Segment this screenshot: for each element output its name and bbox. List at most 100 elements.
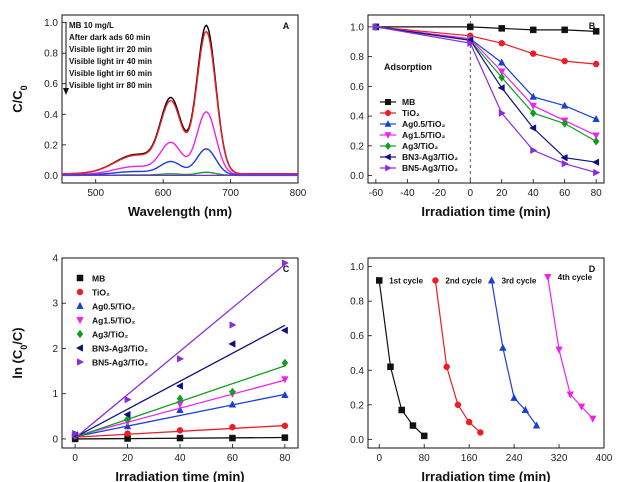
cycle-label: 3rd cycle [502,276,537,285]
x-tick-label: 40 [528,188,540,199]
y-tick-label: 0.0 [44,171,58,182]
x-tick-label: 600 [155,188,172,199]
plot-frame [367,14,605,184]
x-tick-label: 60 [227,453,239,464]
data-point [123,410,131,419]
y-tick-label: 0.4 [44,110,58,121]
x-axis-label: Irradiation time (min) [421,204,550,219]
x-axis-label: Irradiation time (min) [115,469,244,482]
data-point [577,403,586,411]
legend-marker [76,301,84,309]
legend-label: BN3-Ag3/TiO₂ [92,344,148,354]
plot-frame [367,257,605,449]
x-tick-label: 160 [461,453,478,464]
legend-label: Ag3/TiO₂ [92,330,128,340]
fit-line-2 [74,393,286,438]
y-tick-label: 4 [52,254,58,265]
data-point [592,60,600,68]
legend-marker [76,317,84,325]
y-tick-label: 0.4 [350,366,364,377]
y-tick-label: 0.2 [350,400,364,411]
data-point [281,259,290,267]
y-tick-label: 0.2 [350,141,364,152]
panel-B: -60 -40 -20 0 20 40 60 80 0.0 0.2 0.4 0.6 0.8 1.0 B Irr… [350,14,605,219]
x-tick-label: 80 [591,188,603,199]
data-point [498,39,505,47]
legend-marker [384,98,392,106]
data-point [229,423,236,431]
y-tick-label: 1 [52,389,58,400]
data-point [560,154,568,162]
x-tick-label: 80 [419,453,431,464]
legend-label: TiO₂ [402,108,420,118]
legend-label: Ag1.5/TiO₂ [402,130,446,140]
data-point [498,25,505,32]
legend-label: BN5-Ag3/TiO₂ [402,163,458,173]
data-point [521,405,530,413]
data-point [387,363,394,371]
y-tick-label: 1.0 [44,18,58,29]
y-tick-label: 0.4 [350,112,364,123]
series-line-6 [375,26,597,174]
data-point [281,434,289,441]
x-tick-label: 20 [496,188,508,199]
data-point [124,395,132,404]
data-point [228,340,236,348]
data-point [561,57,568,65]
y-tick-label: 0.8 [350,297,364,308]
data-point [175,382,183,390]
legend-marker [76,329,84,339]
data-point [177,355,185,363]
data-point [529,102,537,110]
y-tick-label: 0.0 [350,171,364,182]
legend-note: MB 10 mg/L [69,21,114,30]
legend-marker [385,164,392,172]
spectrum-line-1 [62,30,298,175]
panel-D: 0 80 160 240 320 400 0.0 0.2 0.4 0.6 0.8 1.0 D Irradi… [350,257,613,482]
panel-C: 0 20 40 60 80 0 1 2 3 4 C Irradiation time (min) ln … [10,254,299,482]
legend-marker [77,358,85,366]
y-axis-label: C/C0 [10,85,29,112]
legend-marker [384,153,391,161]
data-point [561,119,568,128]
data-point [229,321,237,329]
y-tick-label: 0.0 [350,435,364,446]
data-point [532,421,541,429]
data-point [593,168,601,177]
legend-entry: After dark ads 60 min [69,33,150,42]
y-axis-label: ln (C0/C) [10,327,29,378]
data-point [529,50,537,57]
data-point [229,387,236,397]
y-tick-label: 3 [52,299,58,310]
data-point [591,158,600,166]
legend-marker [76,274,84,282]
series-line-5 [375,26,597,163]
data-point [467,23,474,31]
data-point [498,109,506,117]
series-line-3 [375,26,597,136]
data-point [555,346,563,354]
data-point [409,422,417,429]
y-tick-label: 0.8 [350,52,364,63]
data-point [281,358,289,368]
data-point [443,363,450,371]
data-point [454,401,462,409]
data-point [498,58,506,66]
x-tick-label: 0 [376,453,382,464]
data-point [560,101,569,109]
cycle-label: 4th cycle [558,273,593,282]
legend-marker [384,132,392,139]
data-point [499,343,507,351]
series-line-0 [375,26,597,32]
x-tick-label: 320 [551,453,568,464]
legend-label: BN3-Ag3/TiO₂ [402,152,458,162]
legend-label: Ag3/TiO₂ [402,141,438,151]
data-point [372,23,381,31]
x-tick-label: 500 [87,188,104,199]
data-point [487,276,496,284]
data-point [420,432,428,440]
data-point [72,429,80,438]
x-tick-label: -40 [400,188,415,199]
legend-label: Ag0.5/TiO₂ [92,302,136,312]
